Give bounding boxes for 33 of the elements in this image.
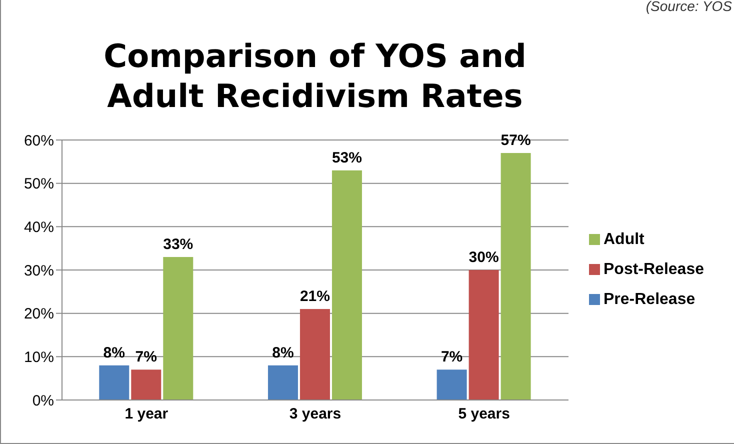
y-tick-label: 20%: [24, 306, 54, 323]
bar: [332, 170, 362, 400]
data-label: 21%: [300, 288, 330, 305]
chart-title: Comparison of YOS and Adult Recidivism Rates: [102, 36, 528, 116]
data-label: 30%: [468, 249, 499, 266]
legend-label: Pre-Release: [604, 291, 696, 308]
bar: [268, 365, 298, 400]
data-label: 57%: [500, 132, 531, 149]
y-tick-label: 30%: [24, 262, 54, 280]
y-tick-label: 0%: [32, 392, 54, 410]
y-tick-label: 50%: [24, 176, 54, 193]
bar: [500, 153, 531, 400]
data-label: 7%: [440, 348, 463, 366]
bar: [468, 270, 499, 400]
y-tick-label: 40%: [24, 218, 54, 236]
y-tick-label: 60%: [24, 132, 54, 150]
legend-label: Post-Release: [604, 261, 704, 278]
data-label: 8%: [272, 344, 294, 362]
data-label: 7%: [135, 348, 157, 366]
data-label: 8%: [103, 344, 125, 362]
bar: [436, 370, 467, 400]
data-label: 33%: [163, 236, 194, 253]
bar: [131, 370, 162, 400]
y-tick-label: 10%: [24, 348, 54, 366]
data-label: 53%: [332, 149, 362, 166]
x-tick-label: 3 years: [289, 406, 342, 423]
x-tick-label: 1 year: [124, 406, 168, 423]
text: (Source: YOS: [646, 0, 732, 14]
bar: [300, 309, 330, 400]
legend-label: Adult: [604, 231, 644, 248]
x-tick-label: 5 years: [458, 406, 510, 423]
bar: [163, 257, 194, 400]
bar: [99, 365, 130, 400]
